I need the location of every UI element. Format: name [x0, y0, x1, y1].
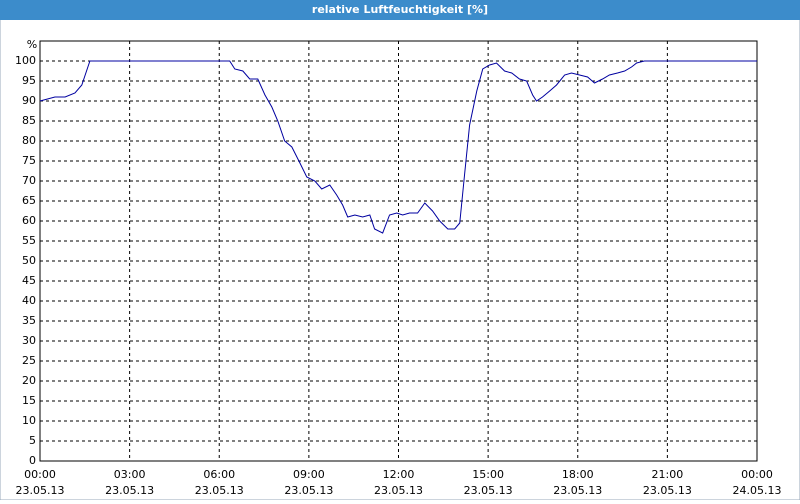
x-tick-date: 23.05.13: [284, 484, 333, 497]
y-tick-label: 30: [22, 334, 36, 347]
header-bar: [0, 0, 800, 20]
y-tick-label: 85: [22, 114, 36, 127]
y-tick-label: 15: [22, 394, 36, 407]
x-tick-date: 23.05.13: [195, 484, 244, 497]
x-tick-label: 09:00: [293, 468, 325, 481]
y-tick-label: 95: [22, 74, 36, 87]
x-tick-label: 00:00: [741, 468, 773, 481]
y-tick-label: 60: [22, 214, 36, 227]
y-tick-label: 35: [22, 314, 36, 327]
x-tick-label: 15:00: [472, 468, 504, 481]
y-tick-label: 5: [29, 434, 36, 447]
y-tick-label: 45: [22, 274, 36, 287]
x-tick-date: 23.05.13: [464, 484, 513, 497]
y-tick-label: 0: [29, 454, 36, 467]
y-tick-label: 80: [22, 134, 36, 147]
x-tick-label: 00:00: [24, 468, 56, 481]
x-tick-label: 06:00: [203, 468, 235, 481]
y-tick-label: 10: [22, 414, 36, 427]
y-tick-label: 25: [22, 354, 36, 367]
x-tick-date: 23.05.13: [16, 484, 65, 497]
data-line: [39, 60, 757, 234]
x-tick-date: 23.05.13: [553, 484, 602, 497]
x-tick-date: 24.05.13: [733, 484, 782, 497]
y-axis-unit: %: [27, 38, 37, 51]
y-tick-label: 90: [22, 94, 36, 107]
x-tick-label: 21:00: [652, 468, 684, 481]
chart-title: relative Luftfeuchtigkeit [%]: [312, 3, 488, 16]
x-tick-label: 12:00: [383, 468, 415, 481]
y-tick-label: 20: [22, 374, 36, 387]
x-tick-label: 18:00: [562, 468, 594, 481]
y-tick-label: 100: [15, 54, 36, 67]
y-tick-label: 55: [22, 234, 36, 247]
y-tick-label: 50: [22, 254, 36, 267]
y-tick-label: 70: [22, 174, 36, 187]
x-tick-date: 23.05.13: [105, 484, 154, 497]
x-tick-date: 23.05.13: [643, 484, 692, 497]
y-tick-label: 65: [22, 194, 36, 207]
y-tick-label: 40: [22, 294, 36, 307]
x-tick-label: 03:00: [114, 468, 146, 481]
x-tick-date: 23.05.13: [374, 484, 423, 497]
y-tick-label: 75: [22, 154, 36, 167]
